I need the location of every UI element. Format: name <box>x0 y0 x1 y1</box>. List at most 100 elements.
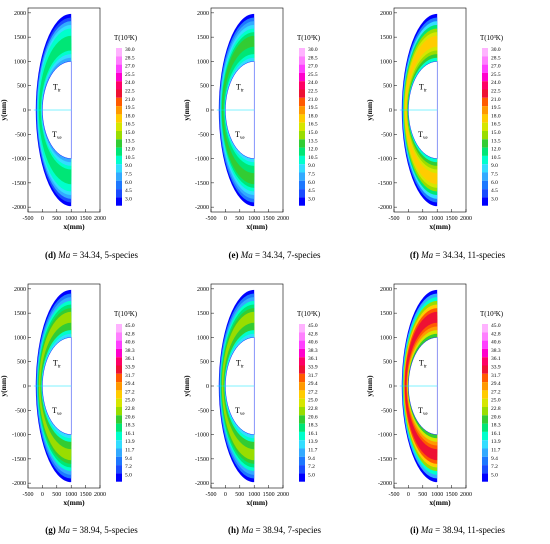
colorbar-swatch <box>482 365 488 374</box>
colorbar-label: 10.5 <box>491 155 501 161</box>
x-tick-label: 2000 <box>94 216 106 222</box>
colorbar-swatch <box>116 64 122 73</box>
y-tick-label: 1000 <box>14 335 26 341</box>
colorbar-label: 22.5 <box>125 89 135 95</box>
label-tve-sub: ve <box>423 412 429 417</box>
colorbar-label: 19.5 <box>491 105 501 111</box>
colorbar-label: 18.0 <box>125 113 135 119</box>
caption-h: (h) Ma = 38.94, 7-species <box>183 525 366 535</box>
colorbar-swatch <box>482 147 488 156</box>
colorbar-label: 20.6 <box>308 414 318 420</box>
colorbar-title: T(10³K) <box>297 34 321 42</box>
colorbar-label: 33.9 <box>125 365 135 371</box>
y-tick-label: 2000 <box>197 11 209 17</box>
y-tick-label: -2000 <box>195 481 209 487</box>
colorbar-label: 16.1 <box>308 431 318 437</box>
y-tick-label: 0 <box>23 384 26 390</box>
caption-e: (e) Ma = 34.34, 7-species <box>183 250 366 260</box>
x-tick-label: 2000 <box>460 216 472 222</box>
colorbar-swatch <box>116 189 122 198</box>
contour-svg: TtrTve2000150010005000-500-1000-1500-200… <box>0 283 138 507</box>
colorbar-swatch <box>482 56 488 65</box>
y-tick-label: -1500 <box>12 181 26 187</box>
caption-letter: (h) <box>227 525 239 535</box>
colorbar-label: 5.0 <box>125 472 132 478</box>
x-tick-label: 1500 <box>263 216 275 222</box>
colorbar-label: 11.7 <box>308 448 318 454</box>
caption-letter: (d) <box>44 250 56 260</box>
colorbar-swatch <box>299 172 305 181</box>
colorbar-label: 28.5 <box>125 55 135 61</box>
colorbar-swatch <box>482 448 488 457</box>
colorbar-swatch <box>299 431 305 441</box>
colorbar-swatch <box>482 357 488 366</box>
colorbar-swatch <box>482 332 488 341</box>
colorbar-swatch <box>299 440 305 449</box>
colorbar-label: 38.3 <box>125 348 135 354</box>
colorbar-swatch <box>299 147 305 156</box>
colorbar-label: 38.3 <box>491 348 501 354</box>
colorbar-label: 13.5 <box>125 138 135 144</box>
caption-ma: Ma <box>420 525 433 535</box>
colorbar-label: 9.4 <box>308 456 315 462</box>
y-tick-label: -2000 <box>378 205 392 211</box>
colorbar-label: 7.5 <box>308 172 315 178</box>
colorbar-label: 13.9 <box>308 439 318 445</box>
colorbar-label: 3.0 <box>491 196 498 202</box>
caption-ma: Ma <box>241 525 254 535</box>
y-tick-label: 500 <box>200 84 209 90</box>
y-axis-label: y(mm) <box>0 375 8 397</box>
colorbar-label: 9.0 <box>125 163 132 169</box>
colorbar-label: 40.6 <box>491 340 501 346</box>
x-tick-label: 2000 <box>94 492 106 498</box>
colorbar-label: 7.5 <box>125 172 132 178</box>
colorbar-label: 12.0 <box>491 147 501 153</box>
y-tick-label: -1500 <box>195 181 209 187</box>
colorbar-swatch <box>116 448 122 457</box>
colorbar-swatch <box>482 423 488 432</box>
x-axis-label: x(mm) <box>429 222 451 231</box>
x-axis-label: x(mm) <box>246 222 268 231</box>
colorbar-swatch <box>482 97 488 107</box>
y-axis-label: y(mm) <box>366 375 374 397</box>
x-tick-label: -500 <box>389 492 400 498</box>
x-axis-label: x(mm) <box>429 498 451 507</box>
colorbar-swatch <box>116 465 122 474</box>
y-tick-label: -1000 <box>195 433 209 439</box>
colorbar-label: 9.4 <box>125 456 132 462</box>
colorbar-swatch <box>482 390 488 399</box>
colorbar-swatch <box>299 407 305 416</box>
x-tick-label: -500 <box>206 492 217 498</box>
colorbar-swatch <box>482 197 488 206</box>
colorbar-label: 40.6 <box>308 340 318 346</box>
colorbar-swatch <box>482 348 488 358</box>
colorbar-swatch <box>299 348 305 358</box>
colorbar-label: 24.0 <box>308 80 318 86</box>
x-tick-label: 1500 <box>263 492 275 498</box>
colorbar-label: 21.0 <box>308 97 318 103</box>
caption-g: (g) Ma = 38.94, 5-species <box>0 525 183 535</box>
colorbar-swatch <box>482 324 488 333</box>
x-tick-label: -500 <box>23 216 34 222</box>
colorbar-label: 4.5 <box>308 188 315 194</box>
y-tick-label: 2000 <box>14 11 26 17</box>
colorbar-label: 12.0 <box>308 147 318 153</box>
y-tick-label: -1000 <box>378 433 392 439</box>
y-tick-label: 2000 <box>380 287 392 293</box>
caption-f: (f) Ma = 34.34, 11-species <box>366 250 549 260</box>
y-tick-label: 2000 <box>380 11 392 17</box>
colorbar-label: 6.0 <box>125 180 132 186</box>
x-tick-label: 1000 <box>431 216 443 222</box>
contour-svg: TtrTve2000150010005000-500-1000-1500-200… <box>183 283 321 507</box>
y-tick-label: -500 <box>381 132 392 138</box>
y-tick-label: 500 <box>383 84 392 90</box>
label-tve-sub: ve <box>423 136 429 141</box>
colorbar-swatch <box>116 415 122 424</box>
colorbar-swatch <box>299 122 305 131</box>
colorbar-label: 13.9 <box>125 439 135 445</box>
colorbar-swatch <box>482 155 488 165</box>
y-tick-label: -2000 <box>12 205 26 211</box>
colorbar-swatch <box>299 340 305 349</box>
colorbar-title: T(10³K) <box>480 310 504 318</box>
contour-svg: TtrTve2000150010005000-500-1000-1500-200… <box>183 7 321 231</box>
